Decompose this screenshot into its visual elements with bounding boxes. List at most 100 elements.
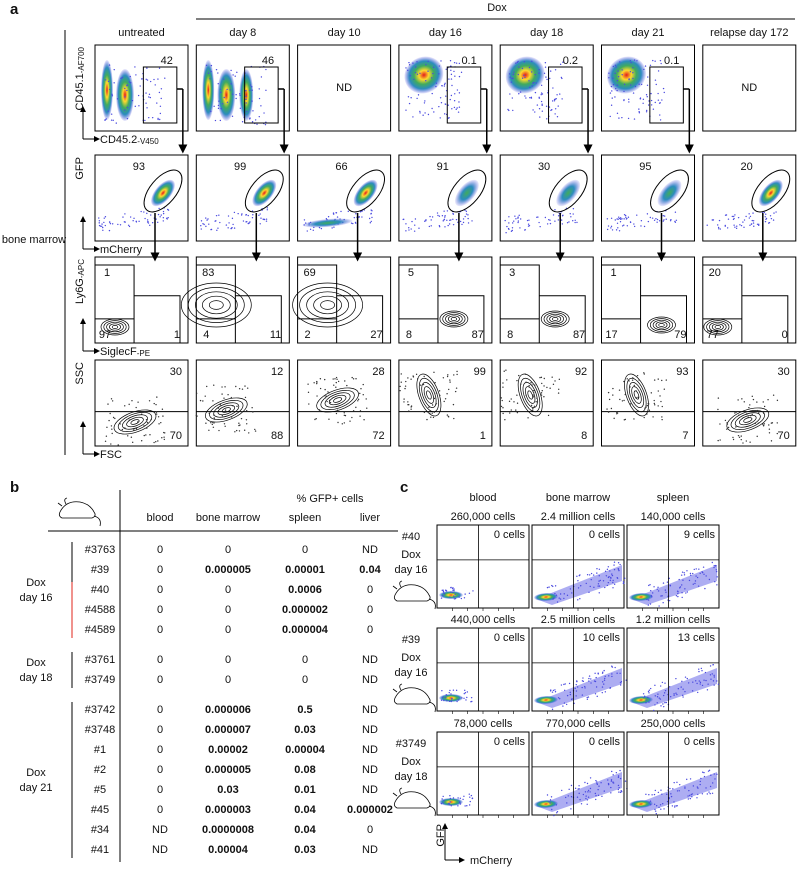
dot (648, 584, 650, 587)
dot (657, 586, 659, 589)
dot (623, 213, 626, 216)
dot (532, 394, 534, 396)
dot (251, 217, 254, 219)
dot (113, 82, 115, 84)
dot (771, 422, 774, 424)
dot (448, 223, 451, 225)
dot (517, 221, 519, 224)
dot (666, 793, 668, 796)
dot (711, 782, 714, 784)
dot (515, 218, 517, 220)
plot-frame (601, 44, 695, 132)
dot (649, 584, 651, 586)
dot (226, 88, 228, 91)
dot (559, 698, 561, 700)
dot (234, 431, 236, 433)
contour (130, 419, 140, 425)
dot (663, 388, 666, 390)
dot (413, 78, 415, 81)
dot (208, 412, 211, 415)
dot (619, 61, 621, 63)
dot (541, 382, 543, 385)
table-cell: 0.00004 (285, 744, 326, 756)
dot (718, 219, 721, 222)
dot (557, 219, 560, 221)
gate (244, 169, 284, 213)
dot (210, 228, 213, 231)
dot (603, 679, 606, 681)
dot (558, 378, 561, 381)
dot (546, 78, 548, 81)
contour (633, 390, 640, 400)
dot (452, 403, 455, 406)
dot (132, 219, 134, 222)
dot (513, 220, 515, 222)
plot-frame (499, 44, 594, 132)
dot (130, 81, 132, 84)
contour (299, 287, 356, 323)
dot (432, 416, 435, 419)
dot (412, 62, 414, 64)
dot (708, 769, 711, 772)
dot (135, 74, 137, 76)
dot (726, 422, 728, 424)
dot (405, 109, 407, 111)
dot (570, 698, 573, 700)
dot (246, 387, 249, 389)
dot (518, 214, 520, 217)
dot (109, 412, 111, 415)
dot (258, 214, 260, 217)
dot (400, 373, 402, 375)
gate (649, 66, 684, 124)
dot (564, 683, 566, 685)
dot (762, 401, 764, 403)
dot (524, 95, 526, 97)
dot (628, 78, 630, 81)
dot (660, 595, 662, 597)
dot (447, 415, 450, 418)
dot (611, 675, 613, 678)
contour (543, 312, 567, 326)
dot (429, 215, 431, 218)
dot (308, 403, 310, 405)
dot (245, 409, 248, 412)
dot (200, 228, 202, 230)
dot (554, 592, 556, 595)
dot (598, 575, 600, 577)
dot (527, 223, 530, 225)
dot (371, 216, 373, 219)
axis-label-sub: -AF700 (77, 46, 86, 73)
dot (366, 407, 368, 409)
contour (711, 323, 724, 331)
dot (752, 212, 754, 214)
dot (360, 387, 362, 390)
dot (598, 592, 600, 594)
dot (442, 696, 444, 698)
dot (742, 442, 744, 444)
dot (254, 430, 257, 432)
dot (517, 60, 519, 63)
dot (651, 794, 653, 796)
dot (666, 800, 669, 803)
dot (237, 212, 239, 215)
dot (642, 102, 644, 105)
dot (654, 60, 656, 62)
dot (452, 223, 455, 226)
dot (157, 440, 159, 442)
dot (448, 691, 450, 694)
density (556, 179, 581, 207)
dot (675, 594, 678, 597)
dot (752, 220, 755, 222)
dot (248, 222, 250, 224)
dot (353, 216, 356, 219)
dot (124, 87, 126, 90)
dot (408, 102, 411, 105)
dot (549, 802, 551, 804)
dot (607, 411, 610, 413)
dot (370, 220, 372, 223)
dot (607, 225, 610, 227)
dot (632, 77, 634, 80)
dot (646, 84, 649, 86)
dot (516, 379, 518, 382)
dot (115, 122, 117, 124)
